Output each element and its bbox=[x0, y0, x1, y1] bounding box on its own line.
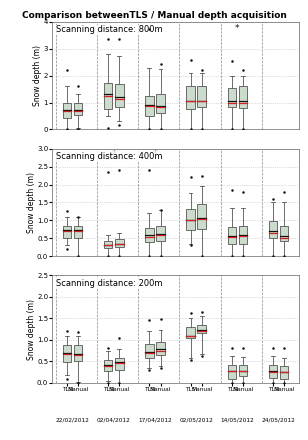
Bar bbox=[239, 86, 247, 108]
Y-axis label: Snow depth (m): Snow depth (m) bbox=[26, 299, 35, 359]
Text: Comparison betweenTLS / Manual depth acquisition: Comparison betweenTLS / Manual depth acq… bbox=[22, 11, 286, 20]
Bar bbox=[186, 327, 195, 338]
Bar bbox=[63, 103, 71, 118]
Text: 22/02/2012: 22/02/2012 bbox=[56, 417, 90, 422]
Text: Scanning distance: 200m: Scanning distance: 200m bbox=[56, 279, 163, 288]
Bar bbox=[104, 360, 112, 371]
Bar bbox=[186, 86, 195, 109]
Bar bbox=[228, 227, 236, 244]
Bar bbox=[280, 226, 288, 241]
Bar bbox=[145, 344, 154, 358]
Bar bbox=[115, 358, 124, 370]
Bar bbox=[280, 367, 288, 378]
Bar bbox=[269, 365, 277, 378]
Text: 02/05/2012: 02/05/2012 bbox=[179, 417, 213, 422]
Text: 14/05/2012: 14/05/2012 bbox=[221, 417, 254, 422]
Bar bbox=[197, 204, 206, 229]
Bar bbox=[104, 83, 112, 109]
Bar bbox=[186, 209, 195, 230]
Bar bbox=[156, 342, 165, 355]
Text: Scanning distance: 400m: Scanning distance: 400m bbox=[56, 152, 163, 161]
Bar bbox=[74, 103, 83, 115]
Bar bbox=[115, 84, 124, 107]
Bar bbox=[197, 325, 206, 334]
Bar bbox=[156, 226, 165, 241]
Bar bbox=[74, 226, 83, 238]
Bar bbox=[239, 365, 247, 376]
Bar bbox=[145, 96, 154, 116]
Bar bbox=[63, 345, 71, 362]
Text: *: * bbox=[153, 150, 157, 159]
Bar bbox=[145, 228, 154, 242]
Text: 02/04/2012: 02/04/2012 bbox=[97, 417, 131, 422]
Bar bbox=[115, 239, 124, 247]
Y-axis label: Snow depth (m): Snow depth (m) bbox=[26, 172, 35, 233]
Bar bbox=[104, 241, 112, 248]
Bar bbox=[228, 365, 236, 378]
Text: *: * bbox=[235, 24, 240, 33]
Bar bbox=[63, 226, 71, 238]
Bar bbox=[269, 221, 277, 238]
Bar bbox=[197, 86, 206, 107]
Bar bbox=[228, 88, 236, 107]
Bar bbox=[74, 345, 83, 361]
Text: Scanning distance: 800m: Scanning distance: 800m bbox=[56, 25, 163, 34]
Y-axis label: Snow depth (m): Snow depth (m) bbox=[33, 45, 42, 106]
Text: 17/04/2012: 17/04/2012 bbox=[138, 417, 172, 422]
Bar bbox=[239, 226, 247, 244]
Text: 24/05/2012: 24/05/2012 bbox=[261, 417, 295, 422]
Text: *: * bbox=[111, 150, 116, 159]
Bar bbox=[156, 95, 165, 113]
